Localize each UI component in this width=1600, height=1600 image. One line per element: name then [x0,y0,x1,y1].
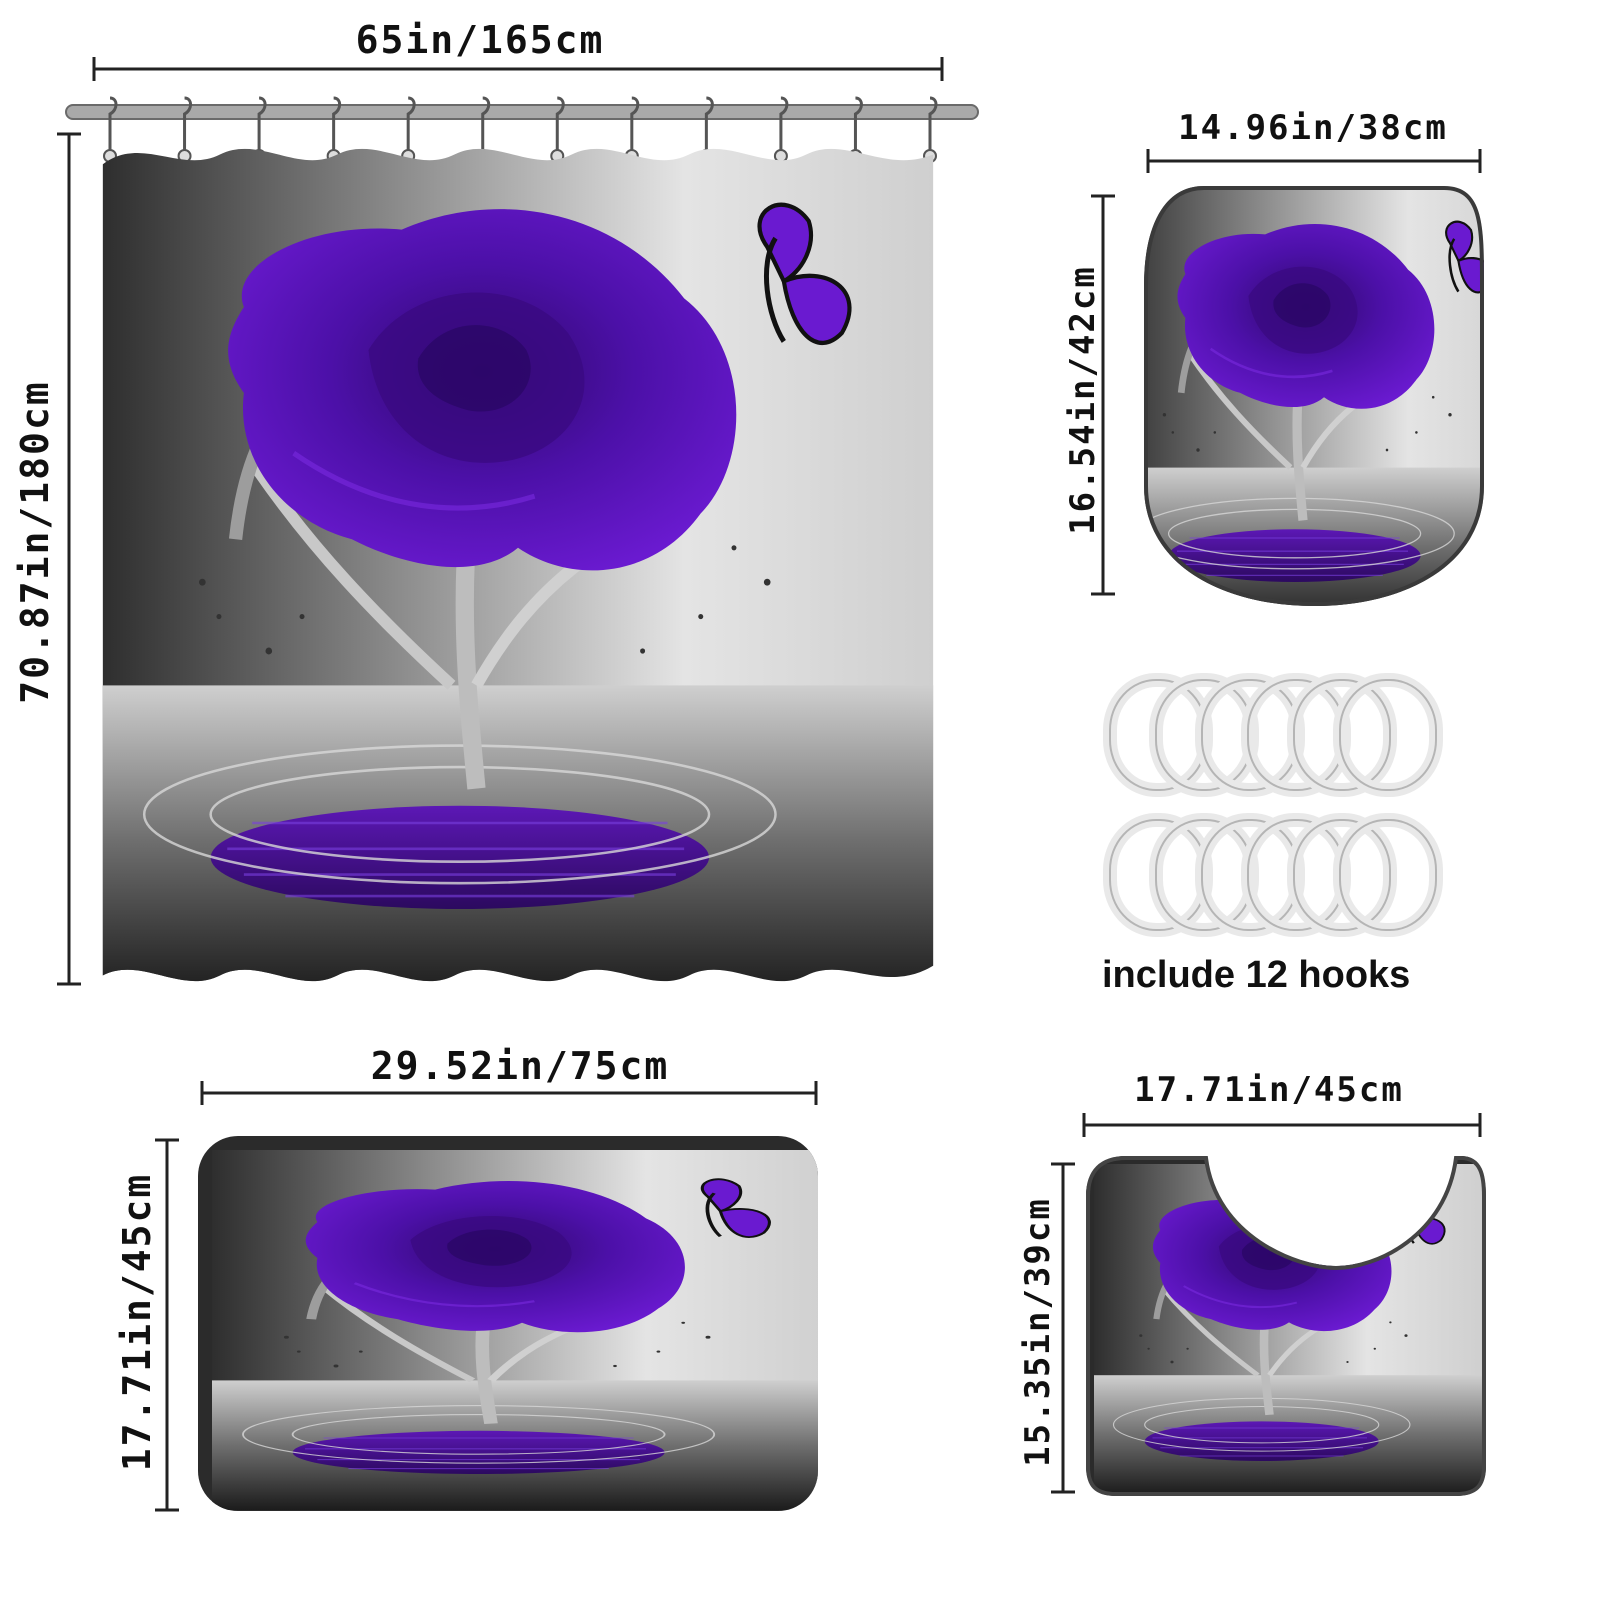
contour-mat-height-dimension-line [1051,1162,1075,1494]
contour-mat-width-dimension-line [1082,1113,1482,1137]
bath-mat-image [198,1136,818,1511]
curtain-rod [65,104,979,120]
curtain-width-dimension-line [92,57,944,81]
curtain-hook [773,96,789,163]
hooks-caption: include 12 hooks [1102,954,1411,996]
lid-cover-height-dimension-line [1091,194,1115,596]
curtain-hook-row [103,96,938,163]
hook-ring-outline [1339,819,1437,931]
bath-mat-width-dimension-line [200,1081,818,1105]
hook-ring-outline [1293,819,1391,931]
curtain-height-dimension-line [57,132,81,986]
bath-mat-width-label: 29.52in/75cm [370,1044,670,1088]
curtain-hook [177,96,193,163]
lid-cover-width-label: 14.96in/38cm [1178,108,1448,148]
bath-mat-height-dimension-line [155,1138,179,1512]
lid-cover-image [1144,186,1484,607]
lid-cover-width-dimension-line [1146,149,1482,173]
curtain-width-label: 65in/165cm [355,18,605,62]
curtain-panel [90,135,946,995]
contour-mat-image [1086,1156,1486,1496]
contour-mat-width-label: 17.71in/45cm [1134,1070,1404,1110]
curtain-height-label: 70.87in/180cm [13,380,57,704]
hook-ring-outline [1293,679,1391,791]
hook-rings-image [1103,673,1443,937]
hook-ring-outline [1339,679,1437,791]
